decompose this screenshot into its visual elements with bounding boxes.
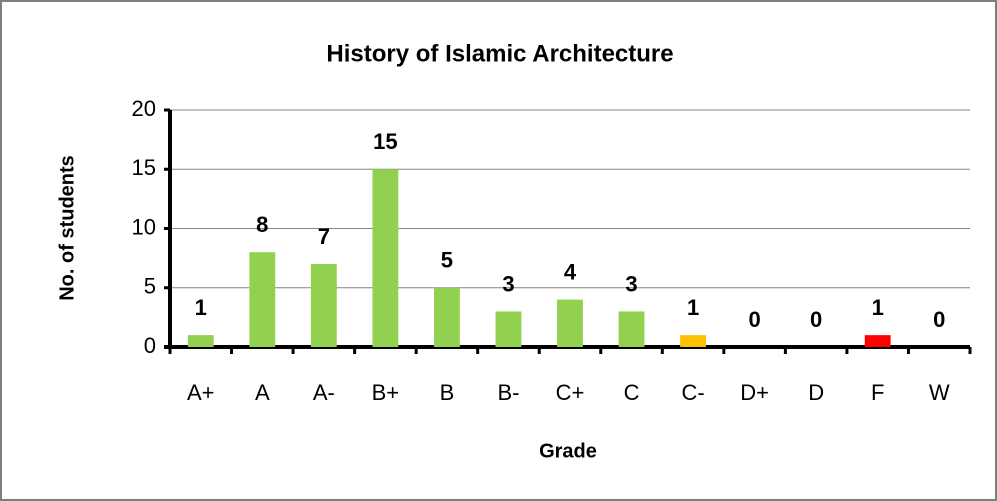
x-tick-label: C- (681, 380, 704, 405)
bar (495, 311, 522, 347)
x-tick-label: A (255, 380, 270, 405)
bar (618, 311, 645, 347)
data-label: 1 (872, 295, 884, 320)
bar (864, 335, 891, 347)
data-label: 4 (564, 259, 577, 284)
bar (680, 335, 706, 347)
data-label: 0 (748, 307, 760, 332)
x-tick-label: C+ (556, 380, 585, 405)
bar (310, 264, 337, 347)
x-tick-label: A+ (187, 380, 215, 405)
bar (557, 299, 583, 347)
data-label: 7 (318, 224, 330, 249)
x-tick-label: B- (497, 380, 519, 405)
x-axis-label: Grade (539, 440, 597, 462)
y-axis-label: No. of students (56, 155, 78, 301)
chart-title: History of Islamic Architecture (326, 40, 673, 67)
bar (249, 252, 276, 347)
data-label: 1 (195, 295, 207, 320)
y-tick-label: 20 (132, 96, 156, 121)
x-tick-label: D (808, 380, 824, 405)
data-label: 3 (625, 271, 637, 296)
y-tick-label: 0 (144, 333, 156, 358)
data-label: 0 (810, 307, 822, 332)
bar (434, 287, 460, 347)
data-label: 5 (441, 248, 453, 273)
data-label: 8 (256, 212, 268, 237)
data-label: 15 (373, 129, 397, 154)
data-label: 3 (502, 271, 514, 296)
y-tick-label: 10 (132, 214, 156, 239)
data-label: 0 (933, 307, 945, 332)
y-tick-label: 5 (144, 274, 156, 299)
x-tick-label: D+ (740, 380, 769, 405)
bar (372, 169, 399, 347)
x-tick-label: C (624, 380, 640, 405)
x-tick-label: B+ (372, 380, 400, 405)
x-tick-label: W (929, 380, 950, 405)
x-tick-label: A- (313, 380, 335, 405)
x-tick-label: F (871, 380, 884, 405)
y-tick-label: 15 (132, 155, 156, 180)
data-label: 1 (687, 295, 699, 320)
x-tick-label: B (440, 380, 455, 405)
bar (187, 335, 214, 347)
